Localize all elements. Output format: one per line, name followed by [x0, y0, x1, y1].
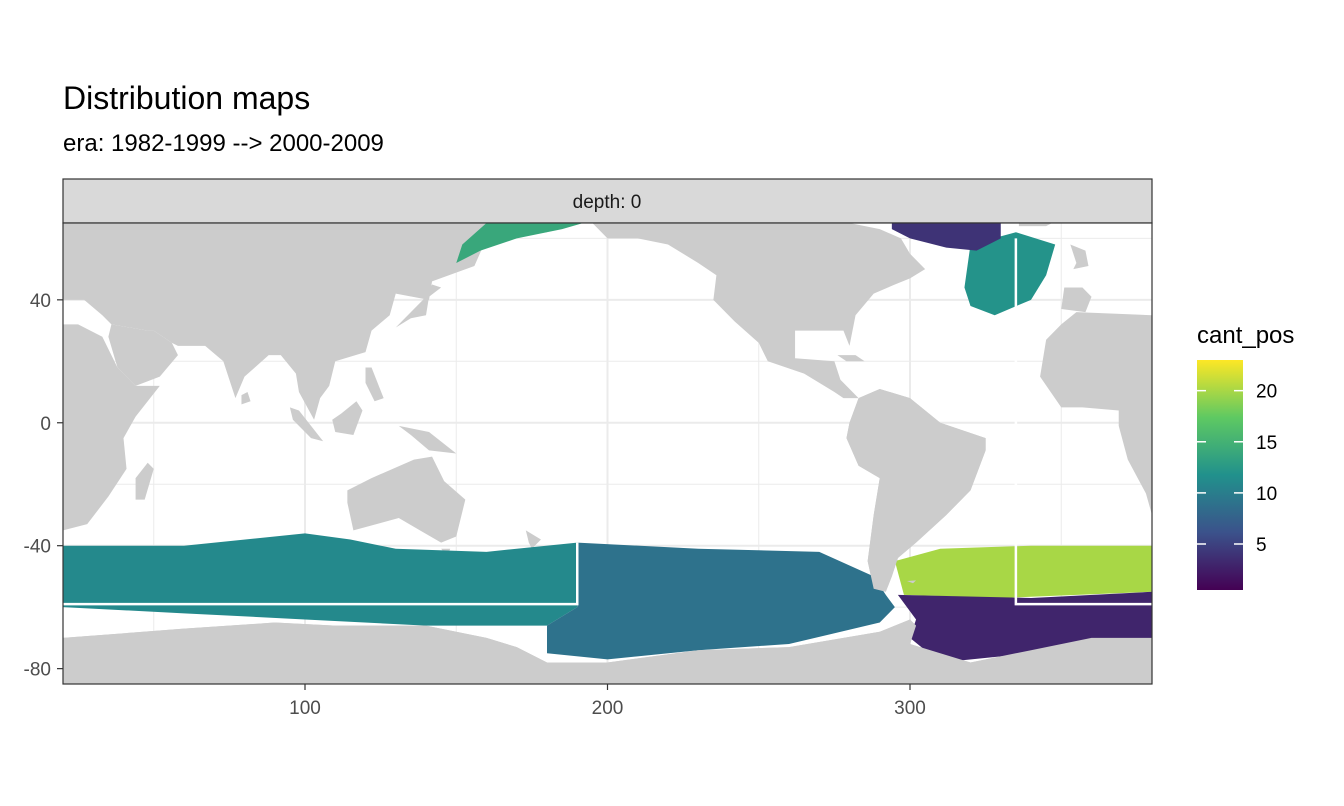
heat-cell-bering-sea	[456, 223, 584, 263]
legend-ticks: 5 10 15 20	[1197, 382, 1277, 556]
land-north-america	[592, 223, 926, 399]
land-arabia	[108, 324, 178, 386]
land-africa-west	[1040, 312, 1152, 515]
heatmap-layer	[63, 223, 1152, 684]
land-falklands-overlay	[906, 580, 917, 584]
land-eurasia	[63, 223, 547, 420]
land-iberia	[1061, 287, 1092, 313]
heat-cell-labrador-sea	[891, 223, 1001, 251]
y-tick-label: 40	[30, 291, 51, 312]
x-axis: 100 200 300	[289, 684, 926, 719]
legend: cant_pos 5 10 15 20	[1197, 322, 1294, 590]
land-nz-north	[525, 530, 541, 549]
map-panel	[63, 223, 1152, 684]
land-africa-east	[63, 324, 160, 531]
legend-colorbar	[1197, 360, 1243, 590]
land-australia	[347, 456, 466, 543]
legend-tick-label: 10	[1256, 484, 1277, 505]
land-cuba	[837, 355, 865, 362]
y-axis: 40 0 -40 -80	[24, 291, 63, 681]
legend-tick-label: 20	[1256, 382, 1277, 403]
chart-subtitle: era: 1982-1999 --> 2000-2009	[63, 130, 384, 157]
legend-title: cant_pos	[1197, 322, 1294, 349]
land-madagascar	[135, 462, 154, 500]
x-tick-label: 200	[592, 698, 624, 719]
boundary-atlantic-east	[1014, 238, 1152, 606]
heat-cell-north-atlantic	[964, 232, 1056, 316]
x-tick-label: 300	[894, 698, 926, 719]
land-sri-lanka	[241, 392, 251, 405]
boundary-indo-pacific-west	[63, 542, 579, 606]
x-tick-label: 100	[289, 698, 321, 719]
land-sumatra	[289, 407, 324, 442]
land-antarctica-overlay	[63, 619, 1152, 684]
land-new-guinea	[398, 425, 457, 454]
heat-cell-southern-indian-pacific	[63, 533, 578, 626]
basin-boundaries	[63, 238, 1152, 606]
land-uk	[1070, 244, 1089, 270]
chart-title: Distribution maps	[63, 80, 311, 116]
y-tick-label: 0	[40, 414, 51, 435]
land-philippines	[365, 367, 384, 402]
y-tick-label: -40	[24, 537, 51, 558]
land-borneo	[332, 401, 363, 436]
legend-tick-label: 15	[1256, 433, 1277, 454]
heat-cell-southern-ocean-band	[547, 542, 895, 660]
land-japan	[395, 284, 442, 328]
y-tick-label: -80	[24, 660, 51, 681]
land-south-america-overlay	[846, 388, 986, 592]
legend-tick-label: 5	[1256, 535, 1267, 556]
land-iceland	[1018, 223, 1053, 227]
facet-label: depth: 0	[573, 192, 642, 213]
heat-cell-south-atlantic-subpolar	[894, 545, 1152, 598]
